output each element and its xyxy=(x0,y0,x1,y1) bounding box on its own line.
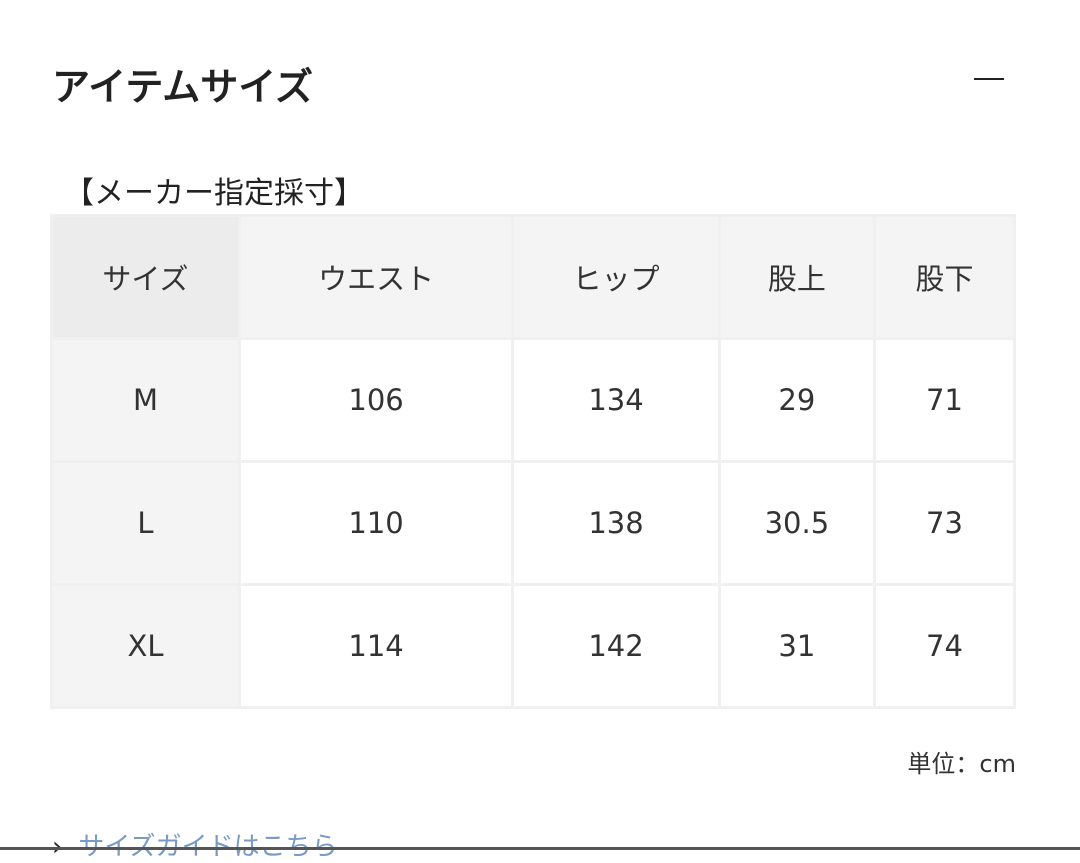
cell: 138 xyxy=(511,460,721,586)
table-caption: 【メーカー指定採寸】 xyxy=(64,176,364,211)
cell: 134 xyxy=(511,337,721,463)
cell: 73 xyxy=(872,460,1017,586)
cell: 31 xyxy=(717,583,876,709)
section-title: アイテムサイズ xyxy=(52,65,314,109)
table-row: M 106 134 29 71 xyxy=(50,337,1017,463)
size-table: サイズ ウエスト ヒップ 股上 股下 M 106 134 29 71 L 110… xyxy=(50,214,1017,709)
header-hip: ヒップ xyxy=(511,214,721,340)
table-row: XL 114 142 31 74 xyxy=(50,583,1017,709)
cell: 30.5 xyxy=(717,460,876,586)
cell: 71 xyxy=(872,337,1017,463)
size-guide-link[interactable]: ›サイズガイドはこちら xyxy=(52,826,338,863)
cell: 110 xyxy=(237,460,515,586)
table-header-row: サイズ ウエスト ヒップ 股上 股下 xyxy=(50,214,1017,340)
header-rise: 股上 xyxy=(717,214,876,340)
minus-icon[interactable] xyxy=(974,78,1004,80)
table-row: L 110 138 30.5 73 xyxy=(50,460,1017,586)
size-cell: XL xyxy=(50,583,241,709)
unit-label: 単位：cm xyxy=(907,750,1016,778)
cell: 29 xyxy=(717,337,876,463)
header-inseam: 股下 xyxy=(872,214,1017,340)
cell: 106 xyxy=(237,337,515,463)
size-cell: L xyxy=(50,460,241,586)
header-size: サイズ xyxy=(50,214,241,340)
cell: 114 xyxy=(237,583,515,709)
size-cell: M xyxy=(50,337,241,463)
header-waist: ウエスト xyxy=(237,214,515,340)
cell: 142 xyxy=(511,583,721,709)
cell: 74 xyxy=(872,583,1017,709)
divider xyxy=(0,847,1080,850)
